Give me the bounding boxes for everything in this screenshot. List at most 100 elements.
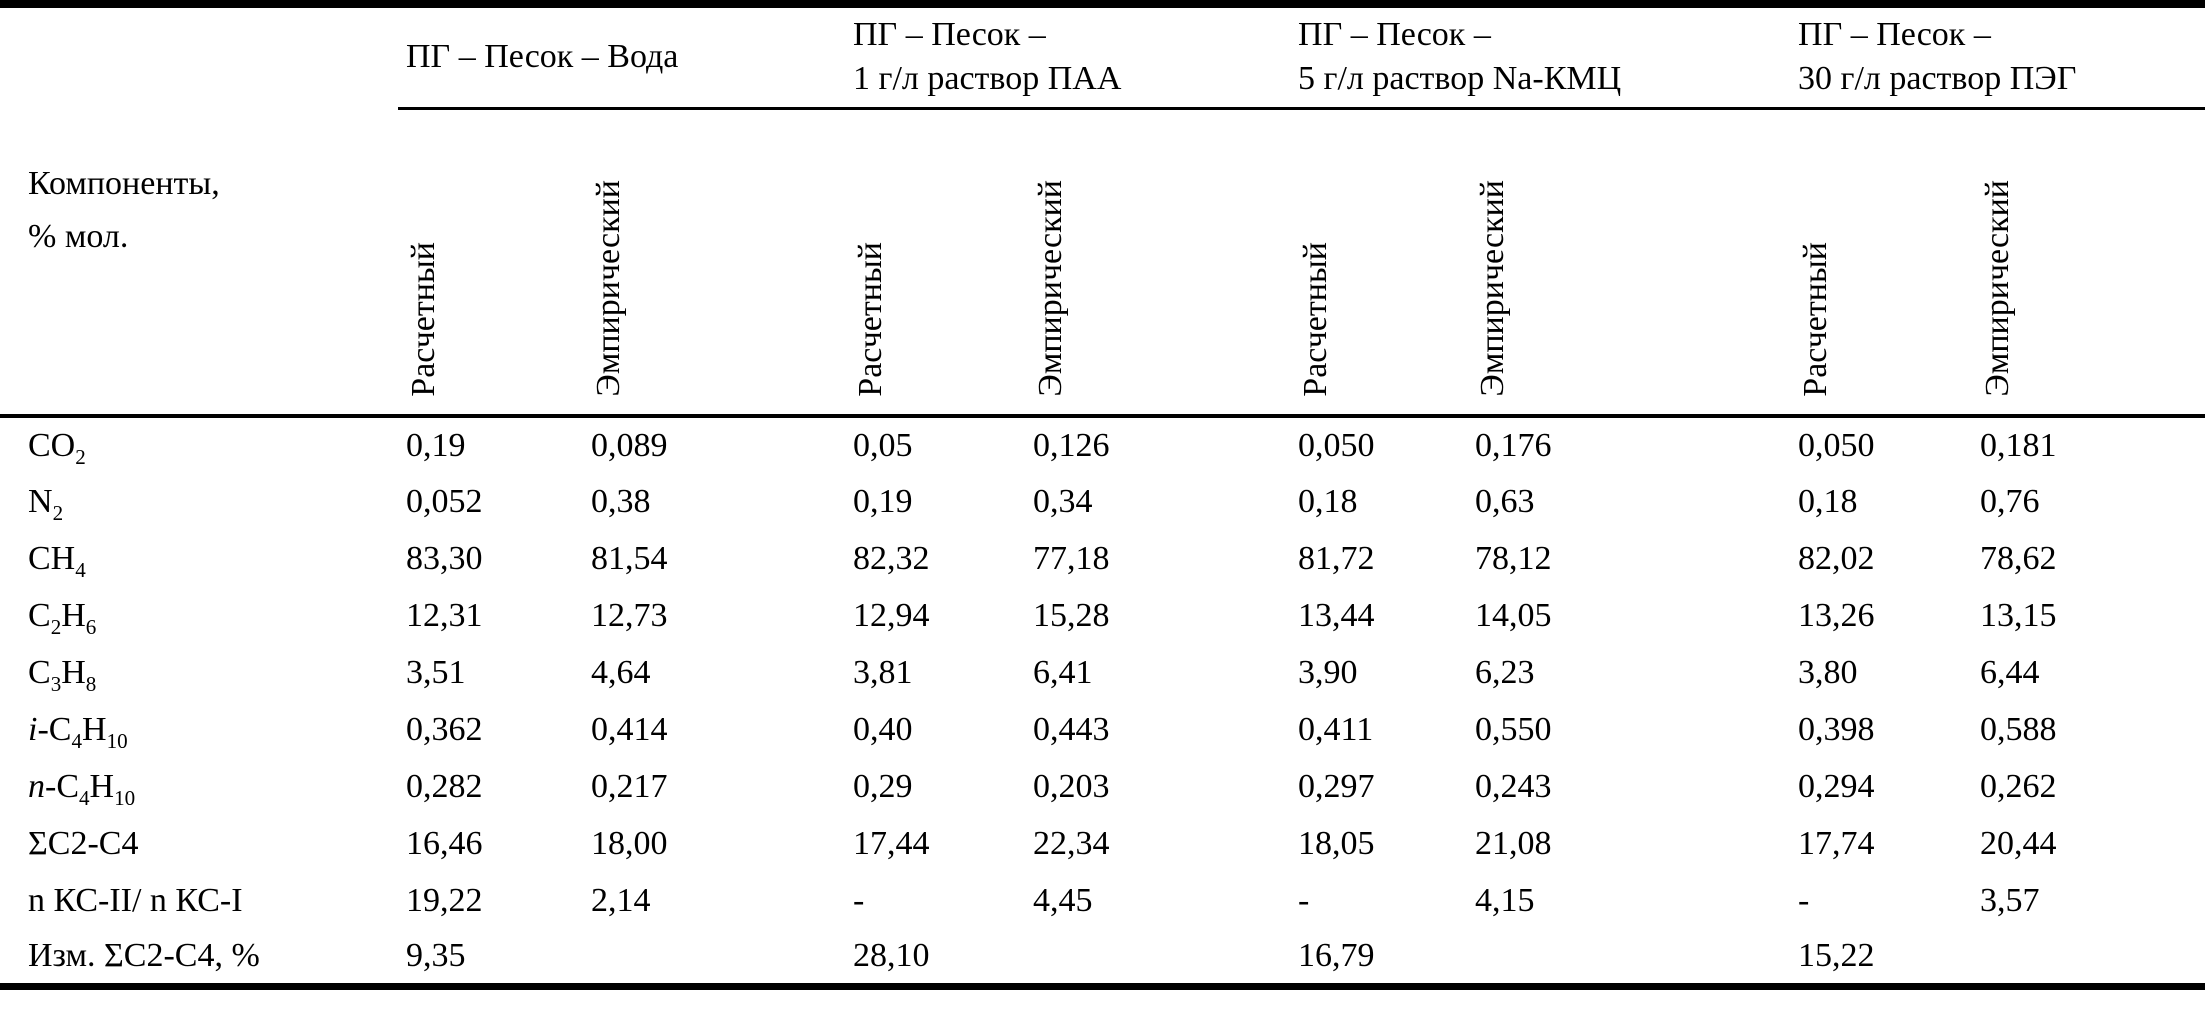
value-cell: 13,44	[1298, 596, 1375, 634]
component-label: C3H8	[28, 653, 97, 696]
value-cell: 3,81	[853, 653, 913, 691]
value-cell: 12,73	[591, 596, 668, 634]
subcolumn-header-3-empirical: Эмпирический	[1467, 108, 1791, 418]
value-cell: 15,22	[1798, 936, 1875, 974]
value-cell	[1467, 929, 1790, 986]
value-cell: 18,00	[591, 824, 668, 862]
value-cell: 0,217	[591, 767, 668, 805]
table-row: CH4 83,30 81,54 82,32 77,18 81,72 78,12 82,02 78…	[0, 530, 2205, 587]
value-cell: 2,14	[591, 881, 651, 919]
table-row: ΣC2-C4 16,46 18,00 17,44 22,34 18,05 21,08 17,7…	[0, 815, 2205, 872]
value-cell: 0,203	[1033, 767, 1110, 805]
table-row: Изм. ΣC2-C4, % 9,35 28,10 16,79 15,22	[0, 929, 2205, 986]
table-row: i-C4H10 0,362 0,414 0,40 0,443 0,411 0,550 0,39…	[0, 701, 2205, 758]
subcolumn-header-label: Расчетный	[1797, 242, 1835, 397]
table-row: CO2 0,19 0,089 0,05 0,126 0,050 0,176 0,050 0,18…	[0, 416, 2205, 473]
value-cell: 0,398	[1798, 710, 1875, 748]
value-cell: 15,28	[1033, 596, 1110, 634]
group-header-3: ПГ – Песок – 5 г/л раствор Na-КМЦ	[1290, 4, 1791, 110]
value-cell: 17,44	[853, 824, 930, 862]
subcolumn-header-2-calculated: Расчетный	[845, 108, 1025, 418]
value-cell: 12,94	[853, 596, 930, 634]
components-table: Компоненты, % мол. ПГ – Песок – Вода ПГ –…	[0, 0, 2205, 990]
subcolumn-header-3-calculated: Расчетный	[1290, 108, 1468, 418]
value-cell: 0,243	[1475, 767, 1552, 805]
subcolumn-header-row: Расчетный Эмпирический Расчетный Эмпирическ…	[0, 108, 2205, 418]
value-cell: 0,262	[1980, 767, 2057, 805]
table-row: n-C4H10 0,282 0,217 0,29 0,203 0,297 0,243 0,29…	[0, 758, 2205, 815]
value-cell: 16,46	[406, 824, 483, 862]
subcolumn-header-4-calculated: Расчетный	[1790, 108, 1973, 418]
value-cell: -	[1298, 881, 1310, 919]
component-label: i-C4H10	[28, 710, 128, 753]
value-cell: 82,02	[1798, 539, 1875, 577]
component-label: CH4	[28, 539, 86, 582]
value-cell: 81,54	[591, 539, 668, 577]
value-cell: 6,41	[1033, 653, 1093, 691]
value-cell: 28,10	[853, 936, 930, 974]
value-cell: 0,550	[1475, 710, 1552, 748]
subcolumn-header-1-empirical: Эмпирический	[583, 108, 845, 418]
component-label: CO2	[28, 426, 86, 469]
value-cell: 13,15	[1980, 596, 2057, 634]
value-cell: 9,35	[406, 936, 466, 974]
value-cell: 0,294	[1798, 767, 1875, 805]
value-cell: 0,19	[853, 482, 913, 520]
value-cell: 0,40	[853, 710, 913, 748]
table-row: C2H6 12,31 12,73 12,94 15,28 13,44 14,05 13,26 1…	[0, 587, 2205, 644]
component-label: C2H6	[28, 596, 97, 639]
subcolumn-header-label: Эмпирический	[1979, 180, 2017, 397]
value-cell	[1972, 929, 2205, 986]
component-label: ΣC2-C4	[28, 824, 139, 862]
value-cell: 19,22	[406, 881, 483, 919]
value-cell: 6,23	[1475, 653, 1535, 691]
subcolumn-header-label: Эмпирический	[1474, 180, 1512, 397]
value-cell: 3,80	[1798, 653, 1858, 691]
value-cell: 13,26	[1798, 596, 1875, 634]
subcolumn-header-4-empirical: Эмпирический	[1972, 108, 2205, 418]
value-cell: 22,34	[1033, 824, 1110, 862]
value-cell: 14,05	[1475, 596, 1552, 634]
group-header-4: ПГ – Песок – 30 г/л раствор ПЭГ	[1790, 4, 2205, 110]
subcolumn-header-label: Эмпирический	[1032, 180, 1069, 397]
value-cell: 0,176	[1475, 426, 1552, 464]
value-cell: -	[853, 881, 865, 919]
component-label: N2	[28, 482, 64, 525]
group-header-row: Компоненты, % мол. ПГ – Песок – Вода ПГ –…	[0, 4, 2205, 418]
value-cell: 0,297	[1298, 767, 1375, 805]
value-cell: 0,19	[406, 426, 466, 464]
value-cell: 21,08	[1475, 824, 1552, 862]
value-cell: 4,15	[1475, 881, 1535, 919]
value-cell: 0,050	[1298, 426, 1375, 464]
value-cell: 0,362	[406, 710, 483, 748]
subcolumn-header-label: Расчетный	[1297, 242, 1335, 397]
value-cell: 6,44	[1980, 653, 2040, 691]
value-cell: 82,32	[853, 539, 930, 577]
table-row: C3H8 3,51 4,64 3,81 6,41 3,90 6,23 3,80 6,44	[0, 644, 2205, 701]
value-cell: 0,34	[1033, 482, 1093, 520]
component-label: Изм. ΣC2-C4, %	[28, 936, 260, 974]
value-cell: 78,62	[1980, 539, 2057, 577]
value-cell: 0,76	[1980, 482, 2040, 520]
table-row: n КС-II/ n КС-I 19,22 2,14 - 4,45 - 4,15 - 3,57	[0, 872, 2205, 929]
value-cell: 3,90	[1298, 653, 1358, 691]
value-cell: 0,588	[1980, 710, 2057, 748]
group-header-1: ПГ – Песок – Вода	[398, 4, 845, 110]
value-cell: 0,414	[591, 710, 668, 748]
value-cell: 0,38	[591, 482, 651, 520]
value-cell: 78,12	[1475, 539, 1552, 577]
value-cell: 0,05	[853, 426, 913, 464]
value-cell: 20,44	[1980, 824, 2057, 862]
value-cell: 77,18	[1033, 539, 1110, 577]
value-cell: 0,050	[1798, 426, 1875, 464]
value-cell: 0,18	[1798, 482, 1858, 520]
component-label: n КС-II/ n КС-I	[28, 881, 243, 919]
value-cell: 12,31	[406, 596, 483, 634]
value-cell: 0,052	[406, 482, 483, 520]
value-cell: 0,126	[1033, 426, 1110, 464]
value-cell: 0,29	[853, 767, 913, 805]
value-cell: 3,51	[406, 653, 466, 691]
subcolumn-header-label: Эмпирический	[590, 180, 627, 397]
value-cell: 17,74	[1798, 824, 1875, 862]
